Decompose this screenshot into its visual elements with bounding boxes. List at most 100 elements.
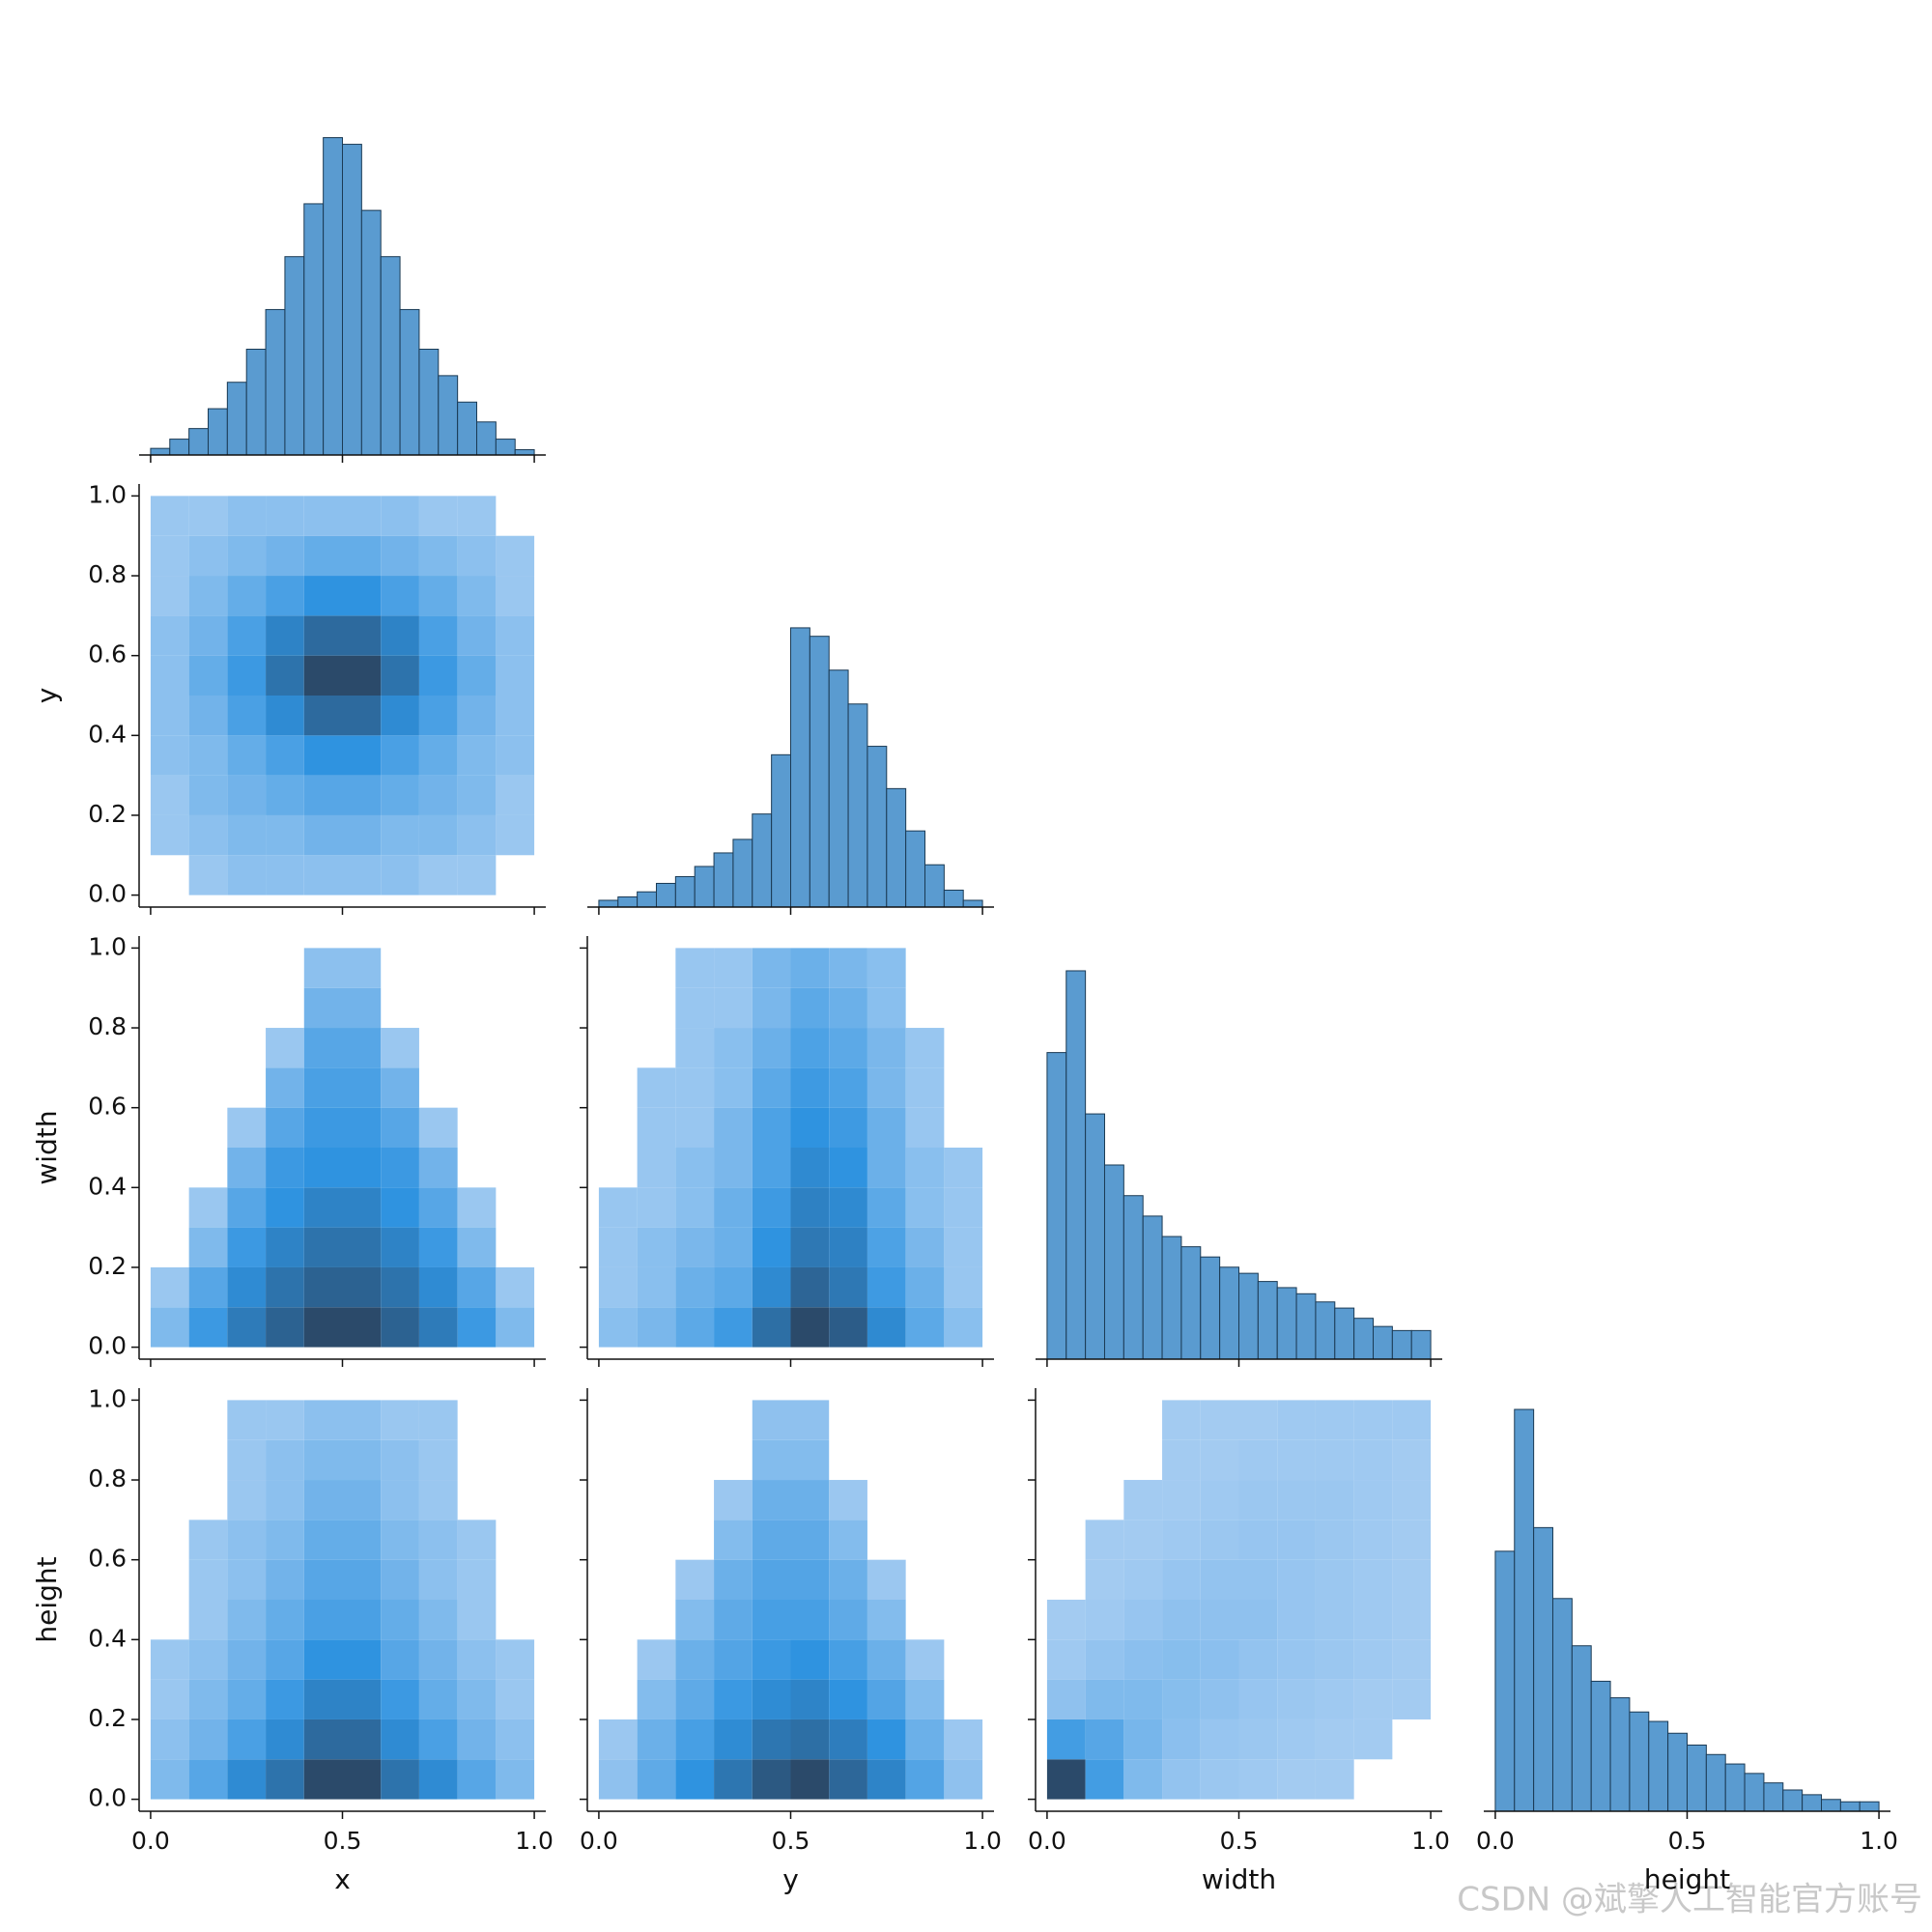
hist-bar (1744, 1773, 1765, 1812)
hist2d-cell (752, 1148, 791, 1188)
hist2d-cell (457, 535, 497, 577)
hist2d-cell (599, 1148, 638, 1187)
hist2d-cell (381, 1679, 419, 1719)
hist2d-cell (189, 1148, 228, 1187)
hist2d-cell (303, 1400, 343, 1440)
hist2d-cell (496, 1480, 534, 1520)
hist2d-cell (905, 1719, 945, 1760)
hist2d-cell (266, 535, 304, 577)
x-tick-label: 0.5 (324, 1827, 362, 1855)
hist2d-cell (381, 1480, 419, 1520)
hist2d-cell (381, 1307, 419, 1348)
hist2d-cell (752, 1719, 791, 1760)
hist2d-cell (303, 814, 343, 856)
hist2d-cell (638, 1480, 676, 1520)
hist2d-cell (227, 855, 267, 895)
hist2d-cell (151, 1440, 189, 1480)
y-tick-label: 0.2 (88, 1252, 127, 1280)
hist2d-cell (457, 735, 497, 776)
hist2d-cell (303, 1227, 343, 1267)
hist2d-cell (227, 496, 267, 536)
hist2d-cell (150, 1307, 189, 1348)
hist2d-cell (675, 948, 715, 988)
hist2d-cell (457, 855, 497, 895)
hist2d-cell (496, 988, 534, 1028)
hist2d-cell (905, 1107, 945, 1148)
hist2d-cell (227, 1439, 267, 1481)
hist2d-cell (752, 987, 791, 1029)
hist2d-cell (457, 1520, 497, 1560)
hist2d-cell (188, 1227, 228, 1267)
hist2d-cell (496, 1307, 535, 1348)
hist2d-cell (638, 1440, 676, 1480)
hist2d-cell (496, 1560, 534, 1600)
hist2d-cell (1123, 1520, 1163, 1560)
hist2d-cell (829, 1679, 867, 1719)
hist2d-cell (303, 1639, 343, 1680)
hist2d-cell (381, 696, 419, 736)
hist2d-cell (675, 1107, 715, 1148)
hist2d-cell (188, 1679, 228, 1719)
hist2d-cell (1238, 1520, 1278, 1560)
hist2d-cell (496, 1639, 535, 1680)
hist-bar (1533, 1526, 1553, 1812)
hist2d-cell (675, 1639, 715, 1680)
hist2d-cell (714, 1759, 753, 1800)
hist2d-cell (675, 1067, 715, 1108)
hist2d-cell (867, 1187, 906, 1228)
hist2d-cell (458, 1067, 497, 1107)
hist2d-cell (1085, 1559, 1124, 1600)
hist2d-cell (381, 775, 419, 815)
y-tick-label: 0.0 (88, 1784, 127, 1812)
hist2d-cell (381, 1520, 419, 1560)
hist2d-cell (906, 1400, 945, 1439)
hist2d-cell (266, 1439, 304, 1481)
hist2d-cell (418, 1107, 458, 1148)
hist2d-cell (906, 1440, 945, 1480)
hist2d-cell (1354, 1759, 1393, 1799)
hist-bar (1590, 1680, 1611, 1812)
y-tick-label: 0.0 (88, 880, 127, 908)
hist2d-cell (598, 1759, 638, 1800)
hist2d-cell (496, 1520, 534, 1559)
hist-bar (265, 308, 286, 456)
hist2d-cell (188, 696, 228, 736)
hist-bar (943, 889, 964, 908)
hist2d-cell (418, 1307, 458, 1348)
hist2d-cell (1353, 1679, 1393, 1719)
hist-bar (1802, 1794, 1823, 1812)
hist2d-cell (714, 1520, 753, 1560)
hist2d-cell (790, 1719, 830, 1760)
hist2d-cell (599, 1600, 638, 1639)
hist2d-cell (418, 1187, 458, 1228)
hist2d-cell (1123, 1679, 1163, 1719)
hist2d-cell (752, 948, 791, 988)
hist-bar (1551, 1598, 1573, 1812)
hist2d-cell (906, 1480, 945, 1520)
hist2d-cell (829, 1759, 867, 1800)
hist2d-cell (714, 1187, 753, 1228)
hist2d-cell (381, 948, 419, 987)
hist-bar (732, 838, 753, 908)
hist2d-cell (675, 1148, 715, 1188)
hist2d-cell (637, 1719, 676, 1760)
hist2d-cell (381, 1107, 419, 1148)
hist-bar (207, 408, 228, 456)
hist2d-cell (944, 1400, 982, 1439)
hist2d-cell (227, 1107, 267, 1148)
hist2d-cell (342, 1028, 382, 1068)
hist2d-cell (790, 1187, 830, 1228)
hist2d-cell (944, 1639, 982, 1679)
hist2d-cell (266, 1759, 304, 1800)
hist2d-cell (266, 496, 304, 536)
hist2d-cell (151, 1067, 189, 1107)
hist2d-cell (227, 1028, 266, 1067)
hist2d-cell (905, 1679, 945, 1719)
hist2d-cell (637, 1679, 676, 1719)
hist2d-cell (303, 535, 343, 577)
hist2d-cell (1353, 1400, 1393, 1440)
hist2d-cell (188, 615, 228, 656)
hist2d-cell (1277, 1400, 1316, 1440)
hist-bar (828, 669, 849, 908)
hist2d-cell (418, 1480, 458, 1520)
